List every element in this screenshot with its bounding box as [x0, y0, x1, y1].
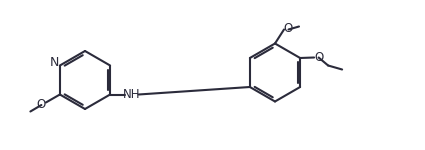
Text: NH: NH: [123, 88, 140, 101]
Text: N: N: [50, 56, 59, 69]
Text: O: O: [284, 22, 293, 36]
Text: O: O: [37, 99, 46, 111]
Text: O: O: [314, 51, 323, 64]
